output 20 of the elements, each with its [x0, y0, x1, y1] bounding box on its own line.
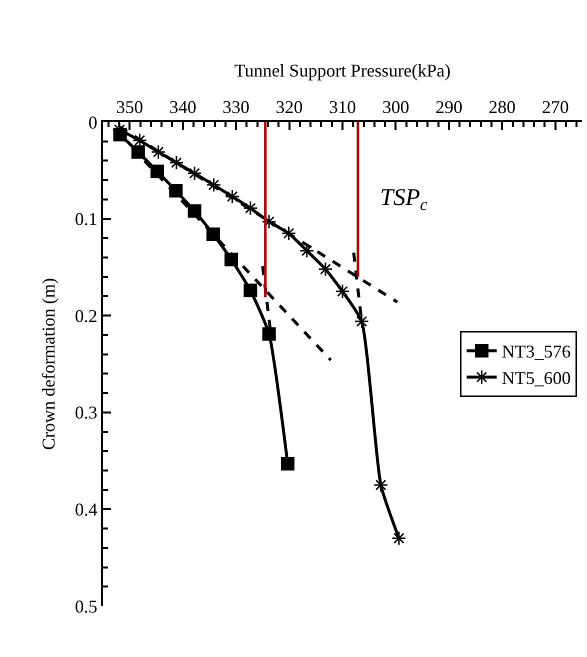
y-tick-label: 0.1 [74, 209, 98, 230]
x-tick-label: 340 [169, 96, 196, 117]
legend-label: NT3_576 [502, 342, 571, 362]
x-axis-title: Tunnel Support Pressure(kPa) [234, 60, 451, 80]
x-tick-label: 350 [116, 96, 144, 117]
x-tick-label: 290 [435, 96, 462, 117]
legend-label: NT5_600 [502, 368, 571, 388]
x-tick-label: 300 [382, 96, 410, 117]
y-tick-label: 0.5 [74, 596, 98, 616]
y-tick-label: 0 [88, 112, 98, 132]
x-tick-label: 320 [276, 96, 303, 117]
x-tick-label: 270 [542, 96, 569, 117]
x-tick-label: 280 [488, 96, 516, 117]
y-tick-label: 0.2 [74, 306, 98, 326]
y-tick-label: 0.4 [74, 500, 98, 520]
annotation: TSP$_{c}$ [380, 185, 428, 214]
x-tick-label: 330 [222, 96, 250, 117]
y-tick-label: 0.3 [74, 402, 98, 423]
y-axis-title: Crown deformation (m) [38, 278, 59, 450]
x-tick-label: 310 [329, 96, 356, 117]
